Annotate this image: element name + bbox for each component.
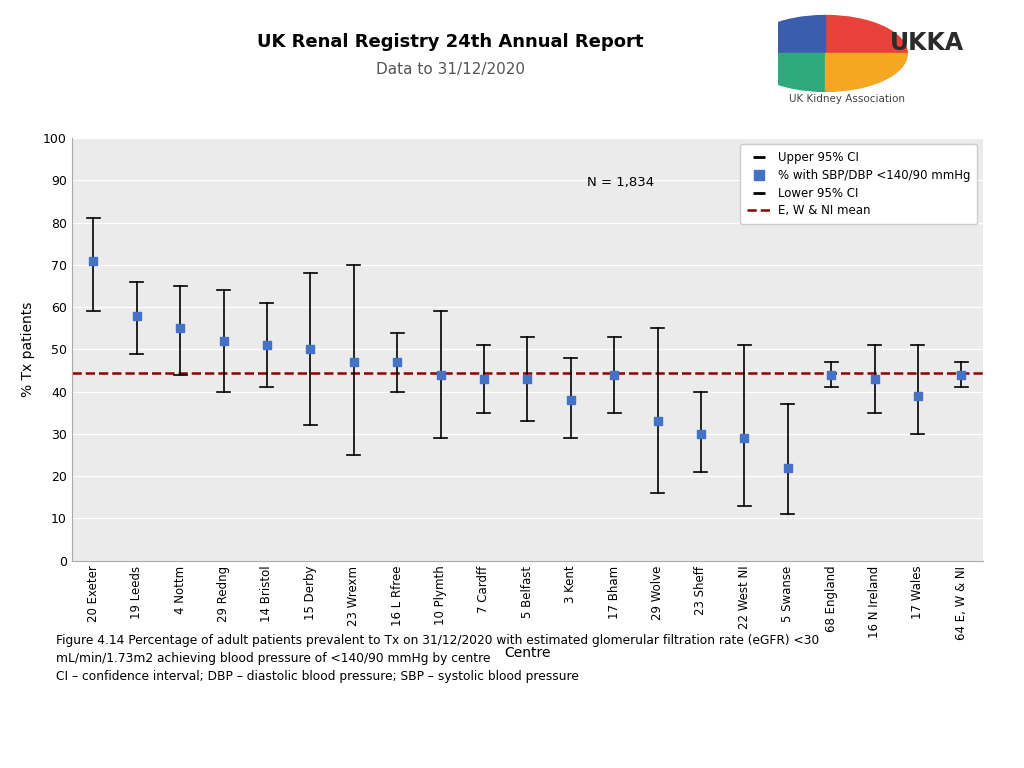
Point [953,369,970,381]
Point [909,390,926,402]
Point [693,428,710,440]
Wedge shape [743,54,825,91]
Point [649,415,666,427]
Text: UKKA: UKKA [890,31,965,55]
Point [562,394,579,406]
Wedge shape [825,15,907,54]
Text: UK Kidney Association: UK Kidney Association [788,94,905,104]
Text: UK Renal Registry 24th Annual Report: UK Renal Registry 24th Annual Report [257,33,644,51]
Point [736,432,753,444]
Text: N = 1,834: N = 1,834 [587,176,653,189]
Point [129,310,145,322]
Point [172,323,188,335]
Point [215,335,231,347]
Point [389,356,406,369]
Point [519,373,536,386]
Wedge shape [743,15,825,54]
Legend: Upper 95% CI, % with SBP/DBP <140/90 mmHg, Lower 95% CI, E, W & NI mean: Upper 95% CI, % with SBP/DBP <140/90 mmH… [739,144,977,224]
Point [432,369,449,381]
Y-axis label: % Tx patients: % Tx patients [20,302,35,397]
Point [302,343,318,356]
Point [85,255,101,267]
Point [823,369,840,381]
X-axis label: Centre: Centre [504,647,551,660]
Text: Data to 31/12/2020: Data to 31/12/2020 [376,61,525,77]
Wedge shape [825,54,907,91]
Point [259,339,275,352]
Point [866,373,883,386]
Point [476,373,493,386]
Point [606,369,623,381]
Text: Figure 4.14 Percentage of adult patients prevalent to Tx on 31/12/2020 with esti: Figure 4.14 Percentage of adult patients… [56,634,819,683]
Point [345,356,361,369]
Point [779,462,796,474]
